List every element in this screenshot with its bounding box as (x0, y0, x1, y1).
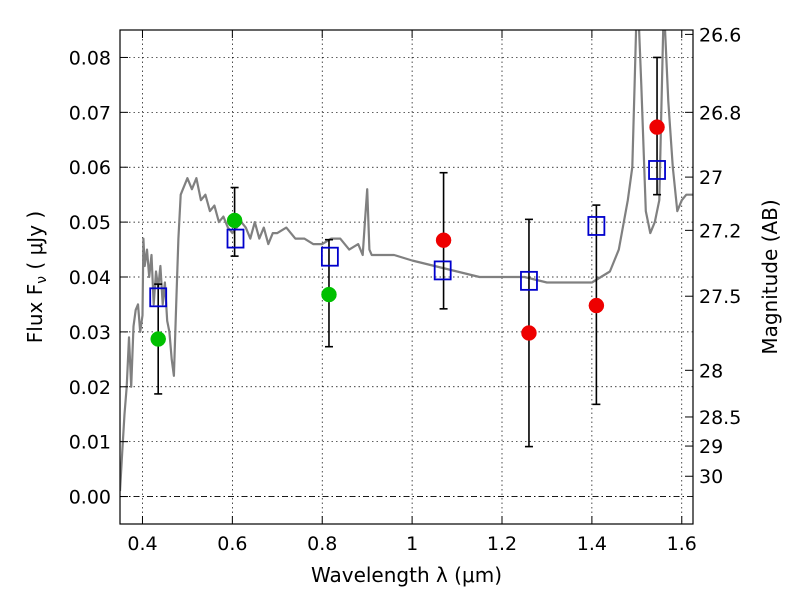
axis-ticks: 0.4 0.6 0.8 1 1.2 1.4 1.6 0.00 0.01 0.02 0.03 0.04 0… (69, 24, 742, 555)
y-tick-label: 0.06 (69, 157, 111, 179)
spectrum-series (120, 30, 693, 492)
model-square-marker (587, 216, 606, 236)
data-markers (149, 119, 666, 347)
x-axis-label: Wavelength λ (μm) (311, 563, 502, 587)
y-tick-label: 0.02 (69, 377, 111, 399)
y-tick-label: 0.01 (69, 432, 111, 454)
y-tick-label: 0.07 (69, 102, 111, 124)
y-tick-label: 0.04 (69, 267, 111, 289)
x-tick-label: 1 (406, 533, 418, 555)
y-tick-label: 0.08 (69, 47, 111, 69)
error-bars (154, 56, 662, 448)
y-tick-label: 0.05 (69, 212, 111, 234)
y-axis-label-left: Flux Fν ( μJy ) (23, 211, 50, 343)
model-square-marker (433, 260, 452, 281)
green-data-point (321, 286, 337, 303)
x-tick-label: 0.6 (217, 533, 247, 555)
green-data-point (150, 331, 166, 347)
y-axis-label-unit: ( μJy ) (23, 211, 47, 276)
y-tick-label: 0.00 (69, 487, 111, 509)
right-tick-label: 28.5 (699, 407, 741, 429)
model-square-marker (149, 287, 168, 308)
x-tick-label: 0.8 (307, 533, 337, 555)
red-data-point (521, 325, 537, 341)
spectrum-line (120, 30, 693, 492)
right-tick-label: 27.2 (699, 220, 741, 242)
y-axis-label-right: Magnitude (AB) (758, 199, 782, 354)
red-data-point (435, 232, 452, 248)
right-tick-label: 28 (699, 360, 723, 382)
model-square-marker (226, 228, 245, 249)
model-square-marker (520, 270, 538, 291)
y-axis-label-main: Flux F (23, 284, 47, 343)
x-tick-label: 1.4 (577, 533, 607, 555)
right-tick-label: 26.8 (699, 102, 741, 124)
y-tick-label: 0.03 (69, 322, 111, 344)
right-tick-label: 30 (699, 466, 723, 488)
right-tick-label: 27.5 (699, 286, 741, 308)
green-data-point (226, 212, 243, 229)
red-data-point (649, 119, 665, 135)
right-tick-label: 29 (699, 436, 723, 458)
red-data-point (588, 297, 605, 314)
right-tick-label: 27 (699, 167, 723, 189)
x-tick-label: 1.6 (667, 533, 697, 555)
model-square-marker (648, 160, 666, 180)
grid (120, 30, 693, 524)
y-axis-label-subscript: ν (34, 276, 50, 284)
x-tick-label: 1.2 (487, 533, 517, 555)
model-square-marker (320, 246, 339, 267)
x-tick-label: 0.4 (127, 533, 157, 555)
right-tick-label: 26.6 (699, 24, 741, 46)
